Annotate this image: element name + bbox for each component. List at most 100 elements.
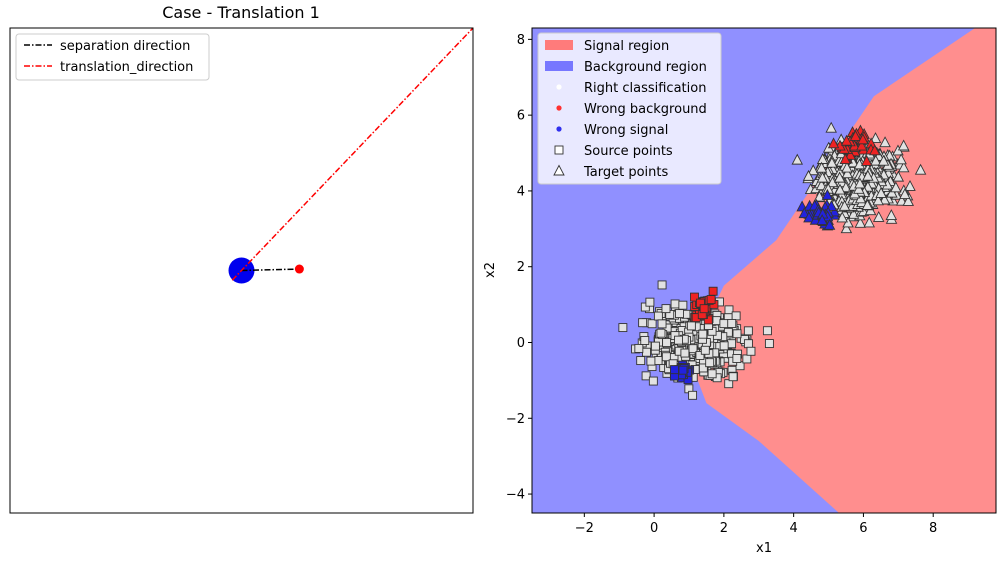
target-point [840,181,852,193]
source-point [675,309,684,319]
legend-label-signal-region: Signal region [584,39,669,54]
right-x-axis-label: x1 [756,541,772,556]
series-line-translation-direction [231,28,473,281]
right-legend-box [537,32,722,185]
target-point [895,194,908,206]
y-tick-label: −4 [506,488,525,503]
legend-swatch-wrong-background [556,105,562,111]
x-tick-label: 0 [650,521,658,536]
target-point [791,153,804,165]
y-tick-label: −2 [506,412,525,427]
target-point-wrong-signal [803,211,815,223]
target-point [890,181,902,193]
target-point-wrong-signal [798,207,811,219]
target-point [863,216,875,228]
target-point [902,195,915,206]
source-point [670,299,680,309]
target-point-wrong-signal [821,188,834,200]
target-point-wrong-signal [828,205,841,217]
left-plot-frame [9,27,474,514]
legend-label-wrong-signal: Wrong signal [584,123,668,138]
signal-region [688,28,996,513]
source-point [657,280,667,290]
series-line-separation-direction [241,268,300,272]
legend-swatch-wrong-signal [556,126,562,132]
source-point [764,339,774,348]
legend-label-translation-direction: translation_direction [60,60,193,75]
source-point [674,335,683,345]
source-point [732,329,742,339]
target-point [869,132,882,143]
target-point [904,179,916,191]
source-point [678,300,688,310]
source-point [657,319,667,329]
legend-label-background-region: Background region [584,60,707,75]
target-point [841,167,854,179]
x-tick-label: 4 [790,521,798,536]
target-point [879,136,891,148]
target-point [816,171,829,183]
y-tick-label: 4 [517,184,525,199]
target-point [872,210,885,222]
target-point [886,186,898,198]
target-point-wrong-background [840,134,853,146]
legend-swatch-source-points [554,145,564,155]
source-point [728,372,738,382]
source-point [743,326,753,336]
target-point [895,153,907,165]
legend-label-separation-direction: separation direction [60,39,190,54]
x-tick-label: 6 [859,521,867,536]
source-point [647,319,657,329]
target-point-wrong-background [827,137,840,149]
target-point-wrong-background [857,133,869,145]
source-point [732,354,742,363]
target-point [892,170,905,182]
source-point [640,302,650,312]
target-point [825,121,837,133]
target-point [861,199,874,210]
source-point [642,347,651,357]
source-point-wrong-background [699,304,709,314]
source-point [698,329,708,339]
source-point [742,354,752,364]
source-point [648,376,658,386]
legend-swatch-right-classification [556,84,562,90]
target-point-wrong-background [868,144,881,156]
target-point [885,209,898,220]
target-point [854,216,867,228]
target-point [815,161,828,173]
target-point [897,139,910,151]
left-legend: separation direction translation_directi… [15,33,210,81]
source-point [636,356,646,366]
target-point-wrong-background [844,148,857,160]
left-chart: Case - Translation 1 separation directio… [9,3,474,514]
source-point [618,323,628,333]
right-chart: −2 0 2 4 6 8 −4 −2 0 2 4 6 8 x1 x2 Signal region Back… [483,27,997,556]
left-chart-title: Case - Translation 1 [162,3,320,22]
target-point [826,156,838,168]
target-point-wrong-background [839,153,852,164]
source-point [727,339,737,349]
target-point [872,194,884,206]
source-point [746,346,756,356]
source-point [727,319,737,328]
legend-label-target-points: Target points [583,165,669,180]
target-point [816,153,829,164]
y-tick-label: 0 [517,336,525,351]
left-plot-area [228,28,473,284]
right-axis-ticks: −2 0 2 4 6 8 −4 −2 0 2 4 6 8 [506,33,938,536]
right-legend: Signal region Background region Right clas… [537,32,722,185]
source-point [700,345,710,355]
source-point [656,328,666,338]
right-y-axis-label: x2 [483,262,498,278]
x-tick-label: 8 [929,521,937,536]
target-point [802,169,815,181]
source-point [686,321,696,331]
target-point [853,182,865,194]
source-point [646,356,656,366]
left-legend-box [15,33,210,81]
source-point [743,339,753,349]
target-center-marker [294,264,304,274]
target-point [833,171,846,183]
